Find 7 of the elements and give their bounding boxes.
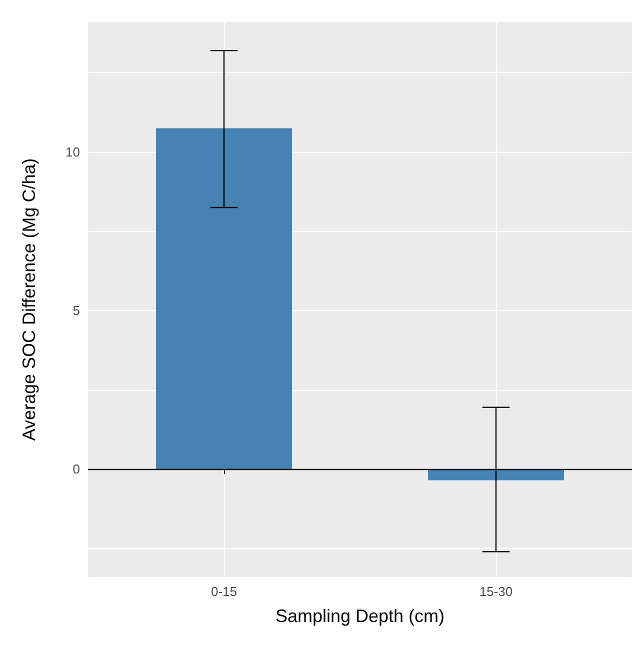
y-tick-label: 0 [72,462,80,477]
y-tick-label: 10 [66,144,80,160]
x-tick-label: 15-30 [479,584,513,599]
y-tick-label: 5 [72,303,80,318]
y-axis-title: Average SOC Difference (Mg C/ha) [19,158,39,441]
x-axis-title: Sampling Depth (cm) [275,606,445,626]
x-tick-label: 0-15 [210,584,238,599]
